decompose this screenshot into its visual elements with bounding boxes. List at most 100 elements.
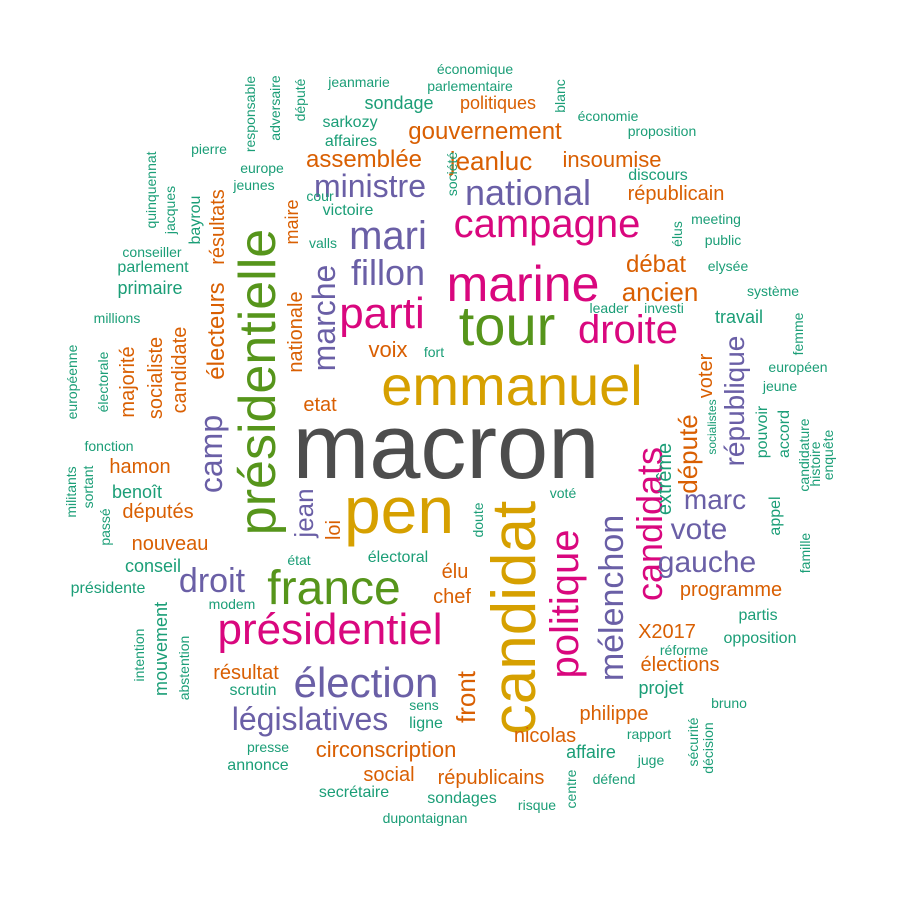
word-adversaire: adversaire: [267, 75, 283, 141]
word-fillon: fillon: [350, 252, 426, 293]
word-jean: jean: [289, 488, 319, 538]
word-jeunes: jeunes: [233, 177, 275, 193]
word-social: social: [363, 764, 415, 786]
word-national: national: [464, 172, 592, 213]
word-fort: fort: [423, 344, 445, 360]
word-parlementaire: parlementaire: [427, 78, 513, 94]
word-voix: voix: [368, 337, 408, 362]
word-france: france: [267, 562, 401, 615]
word-candidate: candidate: [169, 326, 191, 414]
word-abstention: abstention: [176, 635, 192, 701]
word-parti: parti: [339, 289, 425, 338]
word-conseil: conseil: [124, 556, 182, 576]
word-melenchon: mélenchon: [593, 514, 631, 682]
word-electorale: électorale: [95, 351, 111, 413]
word-affaires: affaires: [324, 133, 378, 150]
word-front: front: [451, 670, 481, 724]
word-reforme: réforme: [659, 642, 709, 658]
word-pouvoir: pouvoir: [754, 405, 771, 459]
word-etat: etat: [303, 394, 337, 416]
word-presidentielle: présidentielle: [229, 228, 287, 536]
word-quinquennat: quinquennat: [143, 151, 159, 229]
word-marc: marc: [683, 484, 747, 515]
word-passe: passé: [97, 508, 113, 546]
word-travail: travail: [714, 307, 764, 327]
word-femme: femme: [790, 312, 806, 356]
word-gouvernement: gouvernement: [408, 118, 562, 145]
word-sortant: sortant: [80, 465, 96, 509]
word-depute-big: député: [673, 414, 703, 494]
word-securite: sécurité: [685, 717, 701, 767]
word-jeanluc: jeanluc: [449, 146, 533, 176]
word-debat: débat: [625, 251, 687, 278]
word-jeune: jeune: [762, 378, 798, 394]
word-presidente: présidente: [70, 580, 146, 597]
word-nouveau: nouveau: [131, 533, 209, 555]
word-militants: militants: [63, 466, 79, 518]
word-benoit: benoît: [111, 482, 163, 502]
word-bruno: bruno: [711, 695, 747, 711]
word-discours: discours: [628, 167, 688, 184]
word-marche: marche: [306, 264, 342, 372]
word-droit: droit: [178, 562, 246, 600]
word-presidentiel: présidentiel: [217, 605, 443, 654]
word-depute-small: député: [292, 78, 308, 122]
word-elysee: elysée: [707, 258, 749, 274]
word-famille: famille: [797, 532, 813, 574]
word-electeurs: électeurs: [203, 282, 230, 380]
word-scrutin: scrutin: [229, 682, 277, 699]
word-sens: sens: [409, 697, 439, 713]
word-meeting: meeting: [691, 211, 741, 227]
word-enquete: enquête: [820, 429, 836, 481]
word-ancien: ancien: [621, 277, 699, 307]
word-voter: voter: [695, 353, 717, 399]
word-sondages: sondages: [427, 790, 497, 807]
word-ligne: ligne: [409, 715, 443, 732]
word-responsable: responsable: [242, 75, 258, 153]
word-systeme: système: [746, 283, 800, 299]
word-electoral: électoral: [367, 549, 429, 566]
word-gauche: gauche: [657, 546, 757, 579]
word-pierre: pierre: [191, 141, 227, 157]
word-projet: projet: [638, 678, 684, 698]
word-blanc: blanc: [552, 79, 568, 113]
word-resultat: résultat: [213, 662, 279, 684]
word-etat-small: état: [287, 552, 311, 568]
word-socialistes: socialistes: [705, 399, 719, 455]
word-vote: vote: [670, 513, 728, 546]
word-republicains: républicains: [437, 767, 545, 789]
word-politique: politique: [543, 529, 587, 679]
word-sondage: sondage: [364, 93, 434, 113]
word-socialiste: socialiste: [145, 336, 167, 420]
word-nicolas: nicolas: [513, 725, 577, 747]
word-elu: élu: [441, 561, 469, 583]
word-sarkozy: sarkozy: [322, 114, 378, 131]
word-europe: europe: [240, 160, 284, 176]
word-partis: partis: [738, 607, 778, 624]
word-mari: mari: [349, 214, 427, 258]
word-proposition: proposition: [627, 123, 697, 139]
word-macron: macron: [292, 396, 600, 498]
word-societe: société: [444, 151, 460, 197]
word-opposition: opposition: [723, 630, 797, 647]
word-valls: valls: [308, 235, 338, 251]
word-candidat: candidat: [480, 500, 549, 736]
word-millions: millions: [93, 310, 141, 326]
word-risque: risque: [517, 797, 557, 813]
word-intention: intention: [131, 628, 147, 682]
word-fonction: fonction: [84, 438, 134, 454]
word-ministre: ministre: [313, 168, 427, 204]
word-victoire: victoire: [322, 202, 374, 219]
word-elections: élections: [640, 654, 720, 676]
word-primaire: primaire: [117, 278, 183, 298]
word-assemblee: assemblée: [305, 146, 423, 173]
word-resultats: résultats: [207, 189, 229, 265]
word-economique: économique: [436, 61, 514, 77]
word-leader: leader: [589, 300, 629, 316]
word-republique: république: [719, 335, 750, 467]
word-accord: accord: [776, 409, 793, 459]
word-centre: centre: [563, 769, 579, 809]
word-appel: appel: [767, 496, 784, 536]
word-maire: maire: [282, 199, 302, 245]
